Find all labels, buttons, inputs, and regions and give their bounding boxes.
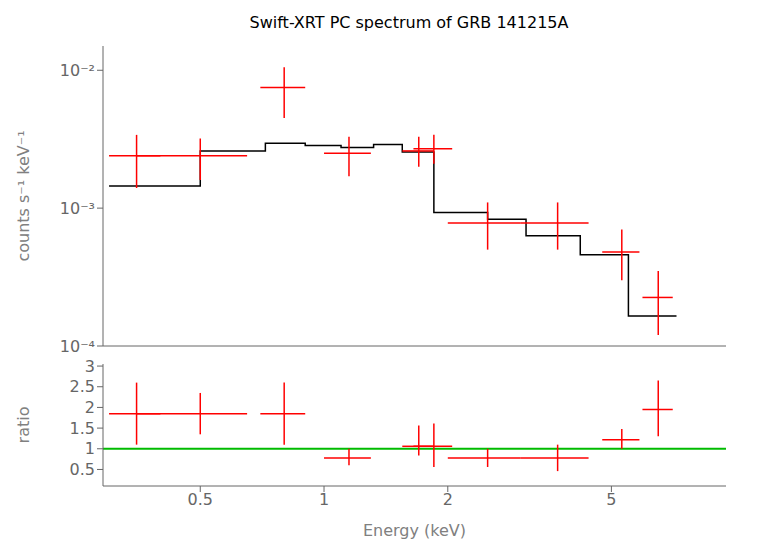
html-text:Swift-XRT PC spectrum of GRB 1: Swift-XRT PC spectrum of GRB 141215A (249, 13, 569, 32)
svg-text:10⁻²: 10⁻² (60, 61, 95, 80)
svg-text:0.5: 0.5 (188, 490, 213, 509)
svg-text:Energy (keV): Energy (keV) (363, 521, 466, 540)
svg-text:5: 5 (606, 490, 616, 509)
svg-text:1: 1 (319, 490, 329, 509)
svg-text:counts s⁻¹ keV⁻¹: counts s⁻¹ keV⁻¹ (14, 130, 33, 261)
svg-text:ratio: ratio (14, 407, 33, 444)
svg-text:0.5: 0.5 (70, 460, 95, 479)
svg-text:1.5: 1.5 (70, 419, 95, 438)
svg-text:2.5: 2.5 (70, 377, 95, 396)
svg-text:10⁻³: 10⁻³ (60, 199, 95, 218)
svg-text:10⁻⁴: 10⁻⁴ (60, 337, 95, 356)
svg-text:3: 3 (85, 357, 95, 376)
svg-text:1: 1 (85, 439, 95, 458)
svg-text:2: 2 (85, 398, 95, 417)
svg-text:2: 2 (443, 490, 453, 509)
